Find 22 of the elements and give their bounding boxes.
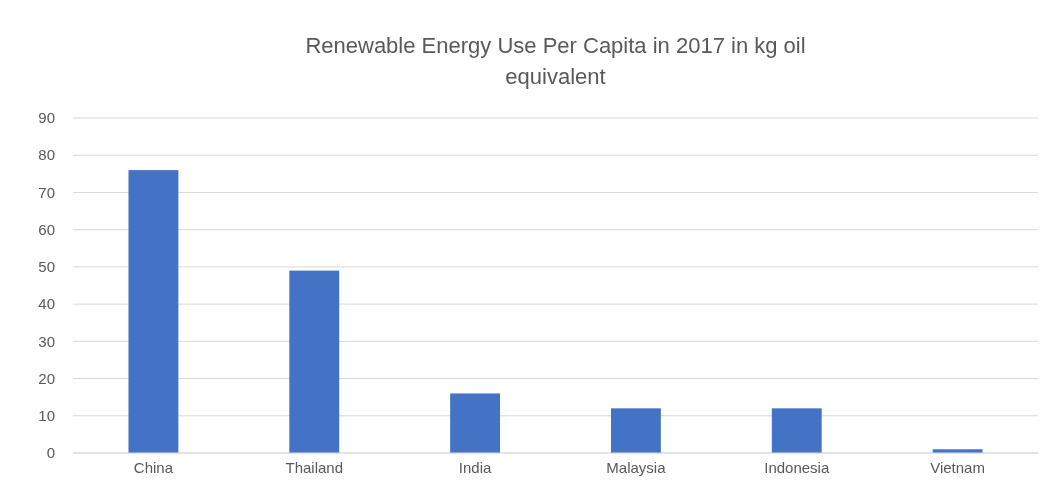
x-tick-label: Indonesia	[764, 459, 830, 476]
bar	[610, 408, 661, 453]
chart-title: Renewable Energy Use Per Capita in 2017 in kg oil equivalent	[305, 33, 806, 89]
y-tick-label: 40	[38, 295, 55, 313]
y-tick-label: 30	[38, 332, 55, 350]
x-tick-label: Vietnam	[930, 459, 985, 476]
y-tick-label: 20	[38, 369, 55, 387]
y-tick-label: 0	[46, 444, 55, 462]
bar	[128, 170, 179, 453]
y-tick-label: 60	[38, 220, 55, 238]
x-tick-label: China	[133, 459, 174, 476]
bar	[289, 270, 340, 453]
x-tick-label: Thailand	[285, 459, 344, 476]
y-tick-label: 80	[38, 146, 55, 164]
bar	[771, 408, 822, 453]
y-tick-label: 50	[38, 258, 55, 276]
y-tick-label: 90	[38, 109, 55, 127]
x-tick-label: India	[458, 459, 492, 476]
y-tick-label: 10	[38, 407, 55, 425]
x-tick-label: Malaysia	[606, 459, 667, 476]
y-tick-label: 70	[38, 183, 55, 201]
bar	[450, 393, 501, 453]
